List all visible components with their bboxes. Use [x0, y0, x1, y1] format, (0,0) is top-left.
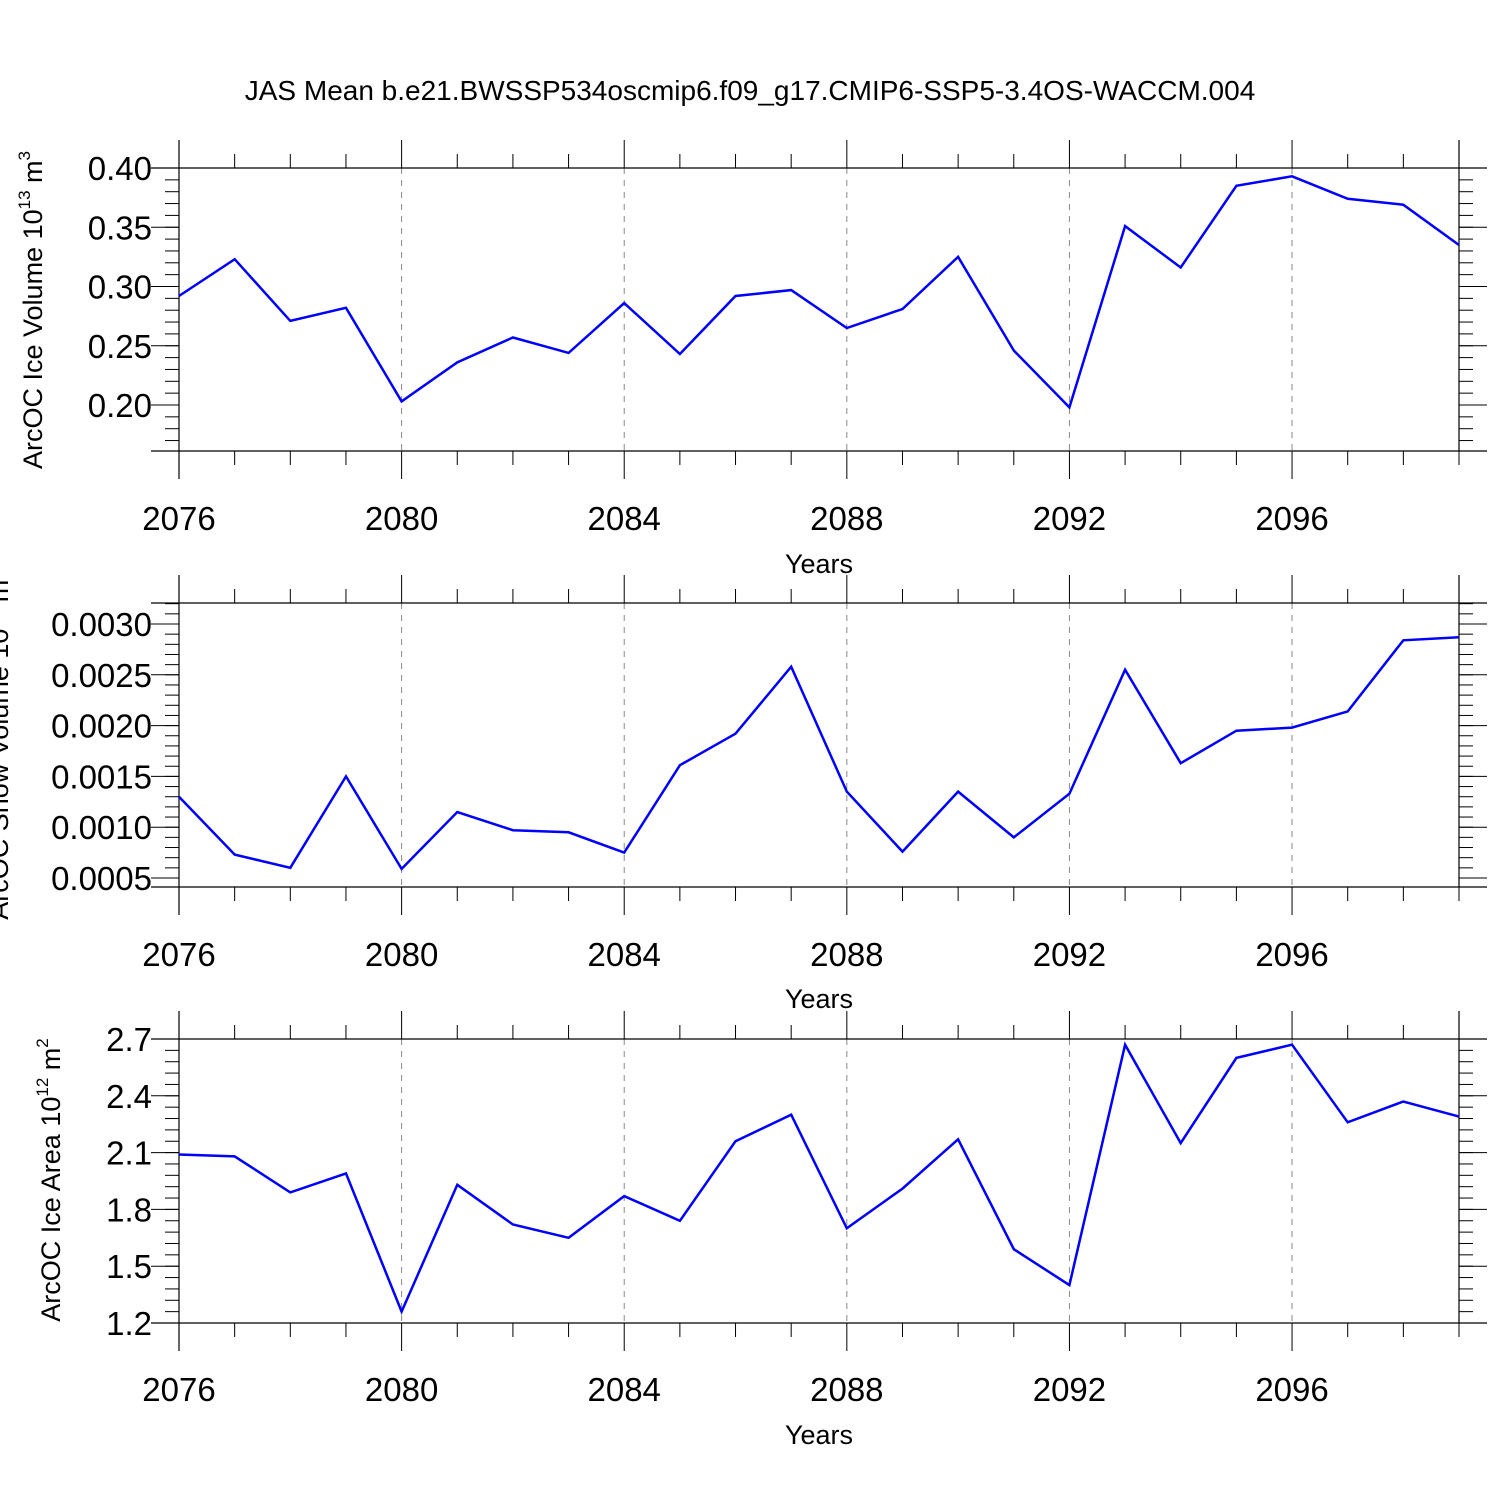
x-tick-label: 2096 — [1255, 1371, 1328, 1408]
x-tick-label: 2084 — [588, 1371, 661, 1408]
y-tick-label: 0.0020 — [51, 708, 152, 745]
x-tick-label: 2088 — [810, 1371, 883, 1408]
y-tick-label: 0.0005 — [51, 860, 152, 897]
x-tick-label: 2076 — [142, 936, 215, 973]
series-line — [178, 1041, 1460, 1315]
chart-panel-1: 0.40 0.35 0.30 0.25 0.20 2076 2080 2084 2088 2092… — [15, 140, 1487, 579]
y-tick-label: 0.35 — [88, 209, 152, 246]
y-axis-label: ArcOC Snow Volume 1013 m3 — [0, 570, 14, 920]
y-tick-label: 0.0015 — [51, 758, 152, 795]
y-tick-label: 0.20 — [88, 387, 152, 424]
x-tick-label: 2080 — [365, 1371, 438, 1408]
y-tick-label: 0.40 — [88, 150, 152, 187]
y-tick-label: 2.7 — [106, 1021, 152, 1058]
y-tick-label: 1.8 — [106, 1191, 152, 1228]
y-tick-label: 0.0010 — [51, 809, 152, 846]
y-axis-label: ArcOC Ice Volume 1013 m3 — [15, 151, 48, 469]
y-tick-label: 0.25 — [88, 328, 152, 365]
figure-title: JAS Mean b.e21.BWSSP534oscmip6.f09_g17.C… — [245, 75, 1256, 106]
x-tick-label: 2088 — [810, 500, 883, 537]
x-axis-label: Years — [785, 549, 853, 579]
chart-panel-3: 2.7 2.4 2.1 1.8 1.5 1.2 2076 2080 2084 2088 2092 20… — [33, 1011, 1487, 1450]
y-tick-label: 1.2 — [106, 1305, 152, 1342]
x-tick-label: 2096 — [1255, 936, 1328, 973]
y-tick-label: 2.4 — [106, 1078, 152, 1115]
x-axis-label: Years — [785, 1420, 853, 1450]
series-line — [178, 635, 1460, 871]
x-tick-label: 2096 — [1255, 500, 1328, 537]
y-tick-label: 0.0030 — [51, 606, 152, 643]
y-tick-label: 2.1 — [106, 1135, 152, 1172]
x-tick-label: 2092 — [1033, 936, 1106, 973]
x-tick-label: 2092 — [1033, 1371, 1106, 1408]
x-tick-label: 2076 — [142, 500, 215, 537]
x-tick-label: 2092 — [1033, 500, 1106, 537]
x-tick-label: 2088 — [810, 936, 883, 973]
y-tick-label: 1.5 — [106, 1248, 152, 1285]
x-tick-label: 2076 — [142, 1371, 215, 1408]
x-axis-label: Years — [785, 984, 853, 1014]
series-line — [178, 175, 1460, 410]
x-tick-label: 2084 — [588, 936, 661, 973]
x-tick-label: 2080 — [365, 500, 438, 537]
y-tick-label: 0.30 — [88, 269, 152, 306]
y-tick-label: 0.0025 — [51, 657, 152, 694]
chart-panel-2: 0.0030 0.0025 0.0020 0.0015 0.0010 0.0005 2076… — [0, 570, 1487, 1014]
y-axis-label: ArcOC Ice Area 1012 m2 — [33, 1038, 66, 1322]
x-tick-label: 2084 — [588, 500, 661, 537]
x-tick-label: 2080 — [365, 936, 438, 973]
